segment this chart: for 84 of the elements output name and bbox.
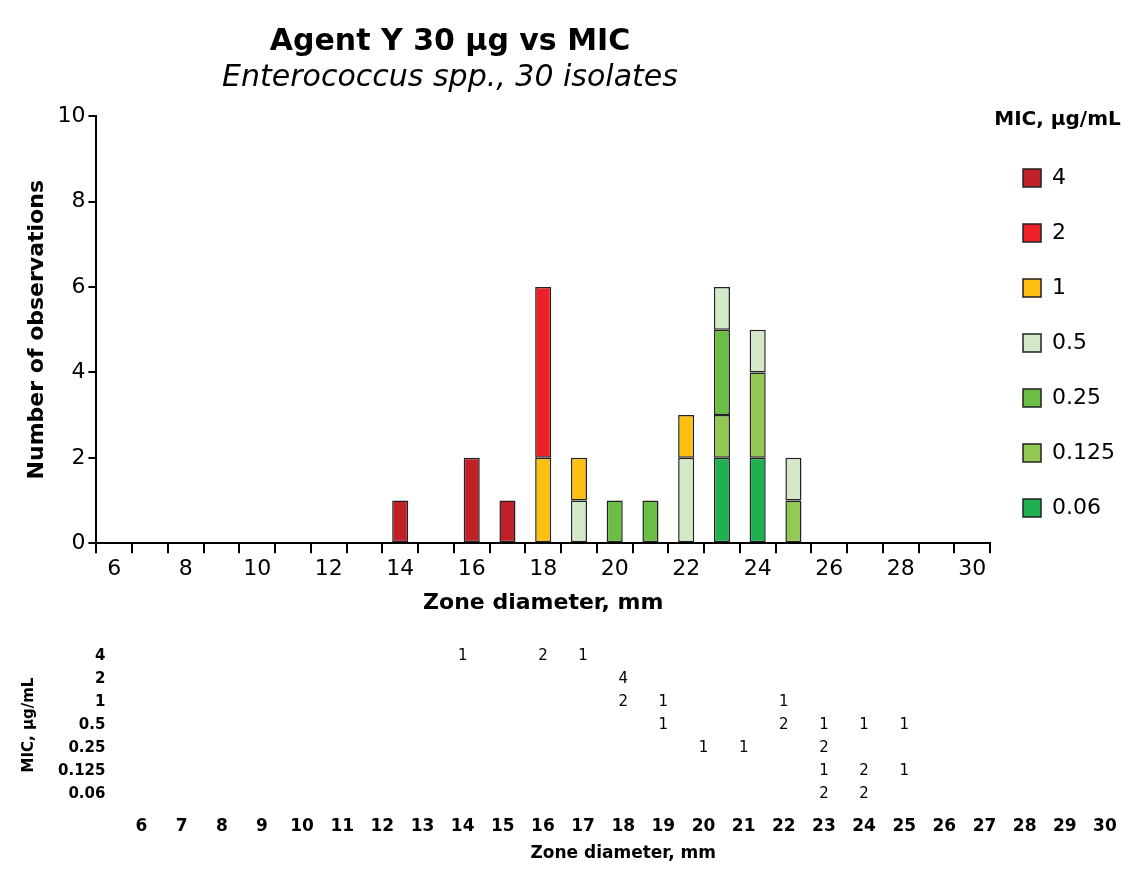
y-tick-label: 8 [71,187,86,213]
x-tick-label: 28 [1012,814,1037,835]
x-tick-label: 18 [529,555,558,581]
x-tick-label: 6 [135,814,148,835]
x-tick-label: 8 [178,555,193,581]
x-tick-label: 11 [330,814,355,835]
x-tick-label: 21 [731,814,756,835]
y-tick-label: 0.06 [68,783,106,802]
x-tick-label: 10 [243,555,272,581]
x-tick-label: 26 [815,555,844,581]
y-tick-label: 1 [95,692,106,711]
x-tick-label: 19 [651,814,676,835]
y-tick-label: 2 [71,443,86,469]
data-label: 2 [779,714,789,733]
x-tick-label: 20 [691,814,716,835]
data-label: 2 [618,692,628,711]
data-label: 1 [899,760,909,779]
x-tick-label: 22 [771,814,796,835]
data-label: 1 [698,737,709,756]
y-tick-label: 4 [95,646,106,665]
legend-label: 0.125 [1052,438,1115,464]
data-label: 4 [618,669,628,688]
x-tick-label: 30 [958,555,987,581]
y-tick-label: 0 [71,528,86,554]
y-axis-title: MIC, µg/mL [18,677,37,773]
x-tick-label: 10 [290,814,315,835]
y-tick-label: 2 [95,669,106,688]
data-label: 1 [779,692,789,711]
data-label: 1 [819,760,829,779]
chart-title: Agent Y 30 µg vs MIC [268,22,632,58]
x-tick-label: 26 [932,814,957,835]
data-label: 2 [859,783,869,802]
legend-label: 0.25 [1052,383,1101,409]
data-label: 2 [819,737,829,756]
y-tick-label: 4 [71,358,86,384]
data-label: 2 [538,646,548,665]
data-label: 1 [658,714,669,733]
x-tick-label: 14 [386,555,415,581]
data-label: 1 [457,646,468,665]
data-label: 2 [819,783,829,802]
x-tick-label: 13 [410,814,435,835]
x-tick-label: 24 [852,814,877,835]
x-tick-label: 20 [600,555,629,581]
x-tick-label: 22 [672,555,701,581]
x-axis-title: Zone diameter, mm [530,842,717,863]
x-tick-label: 7 [175,814,188,835]
x-tick-label: 30 [1093,814,1117,835]
y-tick-label: 0.25 [68,737,106,756]
data-label: 1 [578,646,588,665]
x-tick-label: 12 [314,555,343,581]
data-label: 1 [658,692,669,711]
x-tick-label: 29 [1052,814,1077,835]
x-tick-label: 15 [490,814,515,835]
data-label: 1 [899,714,909,733]
x-tick-label: 25 [892,814,917,835]
data-label: 1 [859,714,869,733]
data-label: 1 [819,714,829,733]
data-label: 2 [859,760,869,779]
y-tick-label: 10 [57,101,86,127]
x-tick-label: 23 [812,814,836,835]
x-tick-label: 9 [256,814,268,835]
x-axis-title: Zone diameter, mm [423,588,664,614]
x-tick-label: 18 [611,814,636,835]
legend-label: 0.06 [1052,493,1101,519]
chart-subtitle: Enterococcus spp., 30 isolates [221,58,679,94]
x-tick-label: 12 [370,814,395,835]
x-tick-label: 24 [743,555,772,581]
x-tick-label: 27 [972,814,997,835]
y-tick-label: 6 [71,272,86,298]
y-axis-title: Number of observations [22,180,48,480]
legend-label: 2 [1052,218,1067,244]
x-tick-label: 8 [215,814,228,835]
y-tick-label: 0.125 [57,760,106,779]
legend-label: 0.5 [1052,328,1088,354]
x-tick-label: 16 [531,814,555,835]
x-tick-label: 28 [886,555,915,581]
x-tick-label: 14 [450,814,475,835]
y-tick-label: 0.5 [78,714,106,733]
data-label: 1 [738,737,749,756]
x-tick-label: 17 [571,814,595,835]
legend-label: 4 [1052,163,1067,189]
legend-label: 1 [1052,273,1067,299]
legend-title: MIC, µg/mL [994,106,1122,131]
x-tick-label: 16 [457,555,486,581]
